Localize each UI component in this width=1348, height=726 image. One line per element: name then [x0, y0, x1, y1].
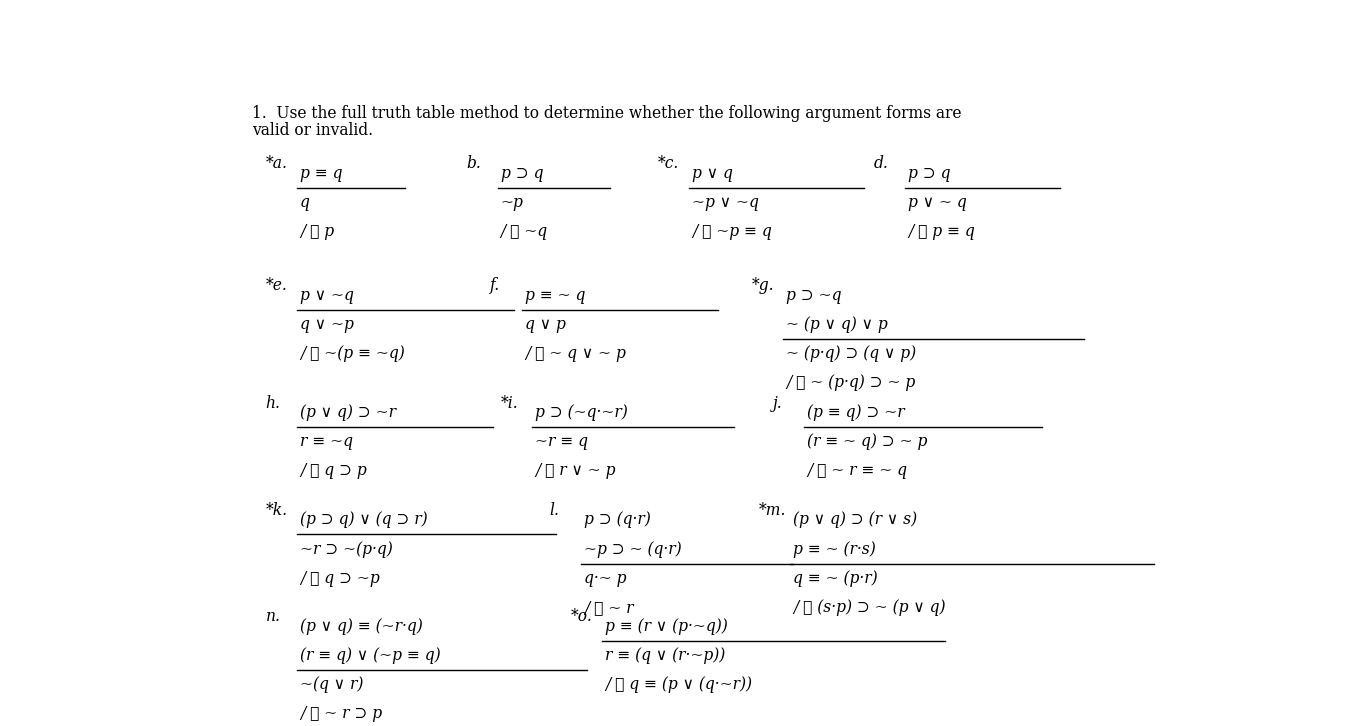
Text: b.: b.: [466, 155, 481, 172]
Text: p ≡ (r ∨ (p·~q)): p ≡ (r ∨ (p·~q)): [605, 618, 728, 635]
Text: p ⊃ (q·r): p ⊃ (q·r): [584, 511, 651, 529]
Text: q ≡ ~ (p·r): q ≡ ~ (p·r): [793, 570, 878, 587]
Text: ~ (p·q) ⊃ (q ∨ p): ~ (p·q) ⊃ (q ∨ p): [786, 345, 917, 362]
Text: (p ∨ q) ⊃ (r ∨ s): (p ∨ q) ⊃ (r ∨ s): [793, 511, 918, 529]
Text: *o.: *o.: [570, 608, 593, 625]
Text: p ⊃ q: p ⊃ q: [909, 165, 950, 182]
Text: j.: j.: [772, 395, 782, 412]
Text: *i.: *i.: [500, 395, 519, 412]
Text: p ⊃ q: p ⊃ q: [500, 165, 543, 182]
Text: / ∴ ~ r ⊃ p: / ∴ ~ r ⊃ p: [301, 705, 383, 722]
Text: / ∴ q ⊃ p: / ∴ q ⊃ p: [301, 462, 367, 479]
Text: r ≡ ~q: r ≡ ~q: [301, 433, 353, 450]
Text: / ∴ p ≡ q: / ∴ p ≡ q: [909, 223, 975, 240]
Text: *m.: *m.: [759, 502, 786, 519]
Text: f.: f.: [491, 277, 500, 294]
Text: valid or invalid.: valid or invalid.: [252, 122, 373, 139]
Text: / ∴ r ∨ ~ p: / ∴ r ∨ ~ p: [535, 462, 616, 479]
Text: *e.: *e.: [266, 277, 287, 294]
Text: / ∴ ~q: / ∴ ~q: [500, 223, 547, 240]
Text: / ∴ ~ (p·q) ⊃ ~ p: / ∴ ~ (p·q) ⊃ ~ p: [786, 374, 915, 391]
Text: d.: d.: [874, 155, 888, 172]
Text: (r ≡ ~ q) ⊃ ~ p: (r ≡ ~ q) ⊃ ~ p: [807, 433, 927, 450]
Text: (p ⊃ q) ∨ (q ⊃ r): (p ⊃ q) ∨ (q ⊃ r): [301, 511, 427, 529]
Text: / ∴ q ⊃ ~p: / ∴ q ⊃ ~p: [301, 570, 380, 587]
Text: / ∴ ~ r ≡ ~ q: / ∴ ~ r ≡ ~ q: [807, 462, 907, 479]
Text: ~r ≡ q: ~r ≡ q: [535, 433, 588, 450]
Text: q: q: [301, 194, 310, 211]
Text: q·~ p: q·~ p: [584, 570, 627, 587]
Text: (p ≡ q) ⊃ ~r: (p ≡ q) ⊃ ~r: [807, 404, 905, 421]
Text: h.: h.: [266, 395, 280, 412]
Text: ~(q ∨ r): ~(q ∨ r): [301, 676, 364, 693]
Text: p ∨ ~q: p ∨ ~q: [301, 287, 355, 303]
Text: p ≡ ~ (r·s): p ≡ ~ (r·s): [793, 540, 876, 558]
Text: ~p ⊃ ~ (q·r): ~p ⊃ ~ (q·r): [584, 540, 682, 558]
Text: p ⊃ (~q·~r): p ⊃ (~q·~r): [535, 404, 628, 421]
Text: / ∴ q ≡ (p ∨ (q·~r)): / ∴ q ≡ (p ∨ (q·~r)): [605, 676, 752, 693]
Text: / ∴ ~ q ∨ ~ p: / ∴ ~ q ∨ ~ p: [524, 345, 625, 362]
Text: ~p ∨ ~q: ~p ∨ ~q: [692, 194, 759, 211]
Text: / ∴ ~ r: / ∴ ~ r: [584, 599, 634, 616]
Text: *a.: *a.: [266, 155, 287, 172]
Text: *k.: *k.: [266, 502, 287, 519]
Text: ~r ⊃ ~(p·q): ~r ⊃ ~(p·q): [301, 540, 392, 558]
Text: p ≡ q: p ≡ q: [301, 165, 342, 182]
Text: p ≡ ~ q: p ≡ ~ q: [524, 287, 585, 303]
Text: (p ∨ q) ⊃ ~r: (p ∨ q) ⊃ ~r: [301, 404, 396, 421]
Text: / ∴ ~p ≡ q: / ∴ ~p ≡ q: [692, 223, 771, 240]
Text: 1.  Use the full truth table method to determine whether the following argument : 1. Use the full truth table method to de…: [252, 105, 961, 122]
Text: *g.: *g.: [751, 277, 774, 294]
Text: p ⊃ ~q: p ⊃ ~q: [786, 287, 841, 303]
Text: n.: n.: [266, 608, 280, 625]
Text: / ∴ ~(p ≡ ~q): / ∴ ~(p ≡ ~q): [301, 345, 404, 362]
Text: q ∨ p: q ∨ p: [524, 316, 566, 333]
Text: l.: l.: [550, 502, 559, 519]
Text: (r ≡ q) ∨ (~p ≡ q): (r ≡ q) ∨ (~p ≡ q): [301, 647, 441, 664]
Text: ~p: ~p: [500, 194, 523, 211]
Text: *c.: *c.: [658, 155, 678, 172]
Text: ~ (p ∨ q) ∨ p: ~ (p ∨ q) ∨ p: [786, 316, 888, 333]
Text: r ≡ (q ∨ (r·~p)): r ≡ (q ∨ (r·~p)): [605, 647, 725, 664]
Text: / ∴ (s·p) ⊃ ~ (p ∨ q): / ∴ (s·p) ⊃ ~ (p ∨ q): [793, 599, 946, 616]
Text: / ∴ p: / ∴ p: [301, 223, 334, 240]
Text: (p ∨ q) ≡ (~r·q): (p ∨ q) ≡ (~r·q): [301, 618, 423, 635]
Text: q ∨ ~p: q ∨ ~p: [301, 316, 355, 333]
Text: p ∨ q: p ∨ q: [692, 165, 733, 182]
Text: p ∨ ~ q: p ∨ ~ q: [909, 194, 967, 211]
